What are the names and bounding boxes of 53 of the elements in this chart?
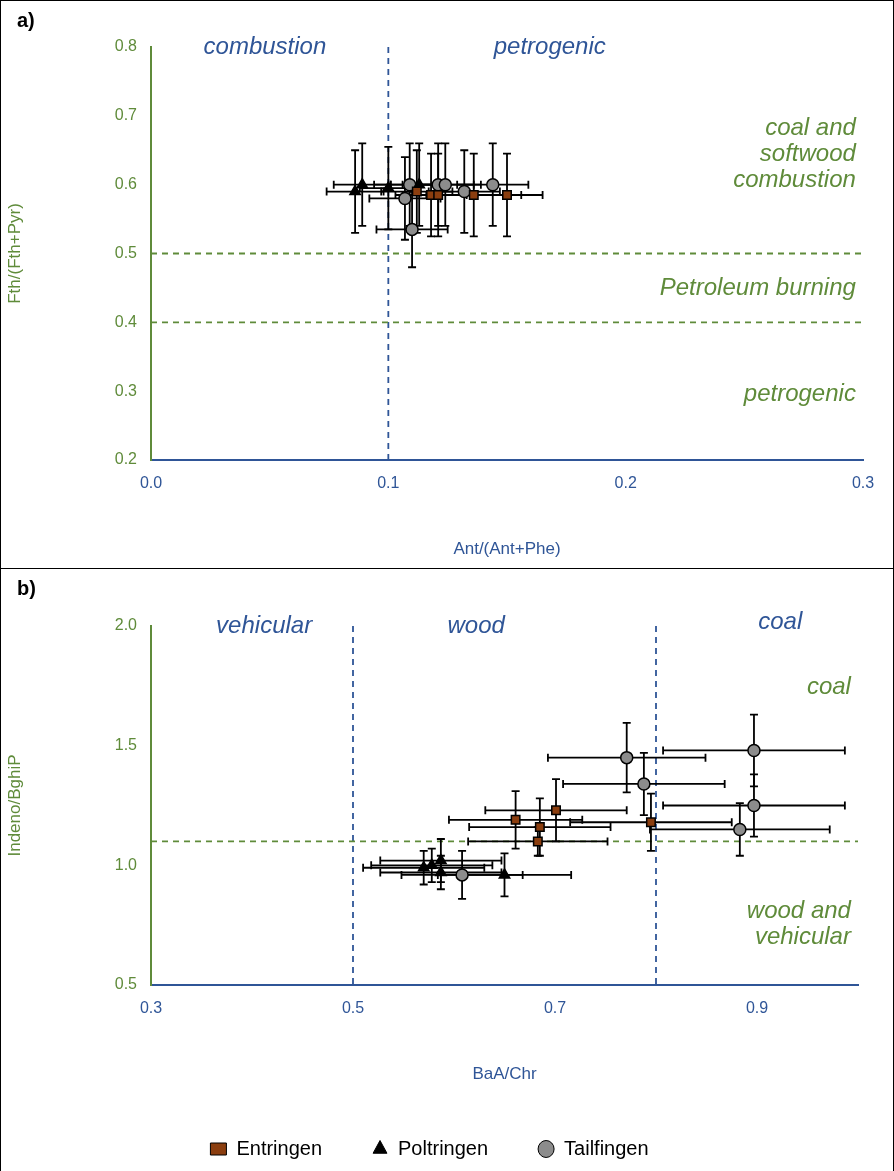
x-tick-label: 0.9 bbox=[745, 999, 769, 1017]
annotation: combustion bbox=[203, 31, 327, 59]
point bbox=[434, 853, 447, 865]
point bbox=[532, 836, 543, 847]
x-axis-title: Ant/(Ant+Phe) bbox=[453, 539, 561, 559]
y-tick-label: 0.7 bbox=[114, 106, 138, 124]
legend-label: Tailfingen bbox=[564, 1136, 649, 1159]
point bbox=[510, 814, 521, 825]
annotation: Petroleum burning bbox=[659, 273, 857, 301]
point bbox=[498, 868, 511, 879]
y-axis-title: Indeno/BghiP bbox=[4, 754, 24, 857]
point bbox=[417, 860, 430, 872]
point bbox=[619, 750, 634, 765]
x-tick-label: 0.3 bbox=[851, 474, 875, 492]
y-tick-label: 0.6 bbox=[114, 175, 138, 193]
y-tick-label: 0.4 bbox=[114, 312, 138, 330]
point bbox=[645, 817, 656, 828]
point bbox=[551, 805, 561, 816]
annotation: vehicular bbox=[216, 610, 314, 638]
y-tick-label: 0.8 bbox=[114, 37, 138, 55]
point bbox=[637, 777, 651, 791]
annotation: coal and softwood combustion bbox=[733, 113, 857, 193]
annotation: coal bbox=[806, 671, 852, 699]
y-axis-title: Fth/(Fth+Pyr) bbox=[4, 203, 24, 304]
chart-title: b) bbox=[17, 576, 36, 599]
y-tick-label: 1.0 bbox=[114, 855, 138, 873]
x-tick-label: 0.1 bbox=[377, 474, 400, 492]
annotation: petrogenic bbox=[492, 31, 606, 59]
y-tick-label: 0.5 bbox=[114, 975, 138, 993]
annotation: coal bbox=[758, 607, 803, 635]
x-tick-label: 0.5 bbox=[341, 999, 365, 1017]
point bbox=[455, 868, 469, 882]
point bbox=[747, 798, 761, 813]
point bbox=[534, 822, 545, 833]
y-tick-label: 2.0 bbox=[114, 616, 138, 634]
x-tick-label: 0.2 bbox=[614, 474, 637, 492]
legend-label: Poltringen bbox=[398, 1136, 489, 1159]
y-tick-label: 1.5 bbox=[114, 736, 138, 754]
x-tick-label: 0.3 bbox=[139, 999, 163, 1017]
point bbox=[747, 743, 761, 758]
x-axis-title: BaA/Chr bbox=[472, 1064, 537, 1084]
y-tick-label: 0.2 bbox=[114, 450, 138, 468]
x-tick-label: 0.0 bbox=[139, 474, 163, 492]
legend-label: Entringen bbox=[236, 1136, 323, 1159]
annotation: petrogenic bbox=[742, 378, 856, 406]
y-tick-label: 0.3 bbox=[114, 381, 138, 399]
annotation: wood bbox=[447, 610, 506, 638]
y-tick-label: 0.5 bbox=[114, 243, 138, 261]
chart-title: a) bbox=[17, 8, 35, 31]
point bbox=[434, 865, 447, 877]
x-tick-label: 0.7 bbox=[543, 999, 567, 1017]
point bbox=[733, 822, 747, 837]
annotation: wood and vehicular bbox=[746, 895, 852, 949]
